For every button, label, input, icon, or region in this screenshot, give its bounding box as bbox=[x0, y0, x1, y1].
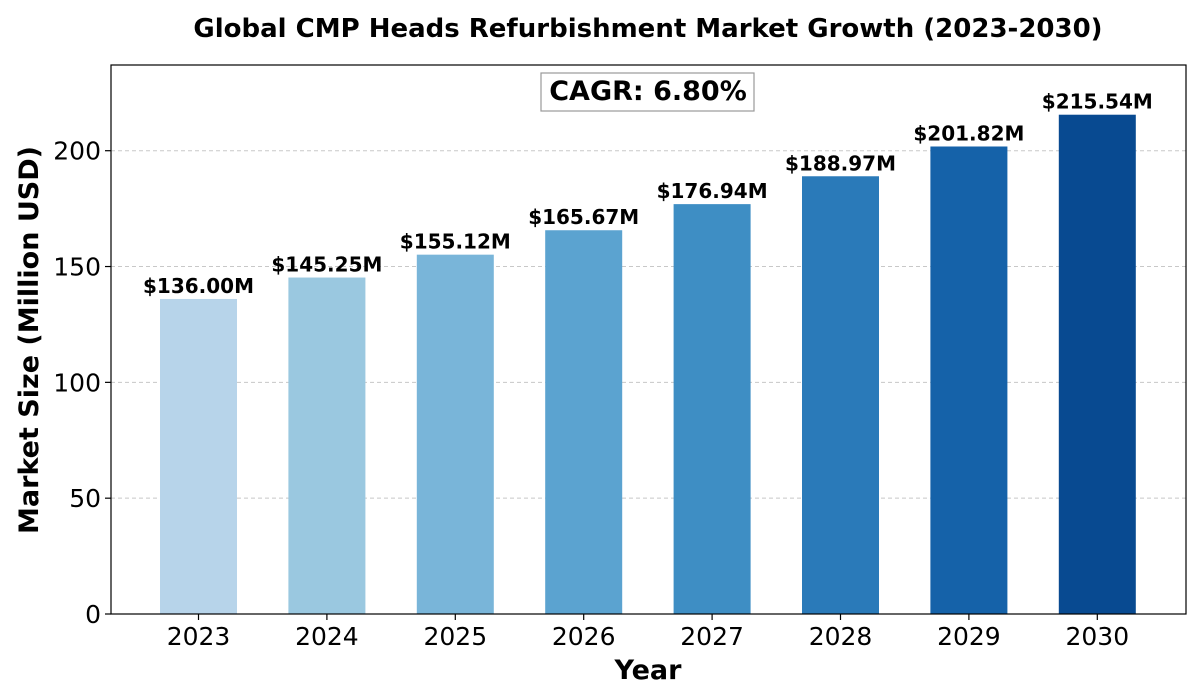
bar-2023 bbox=[160, 298, 237, 614]
x-tick-label: 2025 bbox=[423, 622, 487, 651]
bar-value-label: $136.00M bbox=[143, 274, 254, 298]
cagr-label: CAGR: 6.80% bbox=[549, 76, 747, 107]
y-tick-label: 100 bbox=[53, 368, 101, 397]
bar-value-label: $155.12M bbox=[400, 230, 511, 254]
x-tick-label: 2028 bbox=[809, 622, 873, 651]
x-tick-label: 2026 bbox=[552, 622, 616, 651]
y-tick-label: 200 bbox=[53, 137, 101, 166]
y-tick-label: 150 bbox=[53, 253, 101, 282]
x-tick-label: 2024 bbox=[295, 622, 359, 651]
x-tick-label: 2030 bbox=[1065, 622, 1129, 651]
cagr-annotation: CAGR: 6.80% bbox=[540, 72, 755, 112]
bar-2029 bbox=[930, 146, 1008, 614]
chart-title: Global CMP Heads Refurbishment Market Gr… bbox=[193, 14, 1102, 44]
bar-value-label: $176.94M bbox=[657, 179, 768, 203]
bar-2025 bbox=[416, 254, 494, 614]
bar-value-label: $188.97M bbox=[785, 151, 896, 175]
y-axis: 0 50 100 150 200 bbox=[53, 137, 111, 629]
bar-value-label: $215.54M bbox=[1042, 90, 1153, 114]
plot-area-frame bbox=[110, 64, 1187, 615]
bar-value-label: $201.82M bbox=[913, 121, 1024, 145]
y-tick-label: 0 bbox=[85, 600, 101, 629]
bar-2024 bbox=[288, 277, 366, 614]
x-axis: 2023 2024 2025 2026 2027 2028 2029 2030 bbox=[167, 614, 1129, 651]
bar-2028 bbox=[802, 176, 879, 614]
cagr-box bbox=[540, 72, 755, 112]
bar-value-labels: $136.00M $145.25M $155.12M $165.67M $176.94M… bbox=[143, 90, 1153, 298]
bar-value-label: $165.67M bbox=[528, 205, 639, 229]
x-tick-label: 2023 bbox=[167, 622, 231, 651]
y-tick-label: 50 bbox=[69, 484, 101, 513]
bar-2030 bbox=[1058, 114, 1136, 615]
bar-value-label: $145.25M bbox=[271, 253, 382, 277]
y-axis-label: Market Size (Million USD) bbox=[14, 146, 45, 534]
x-axis-label: Year bbox=[614, 655, 683, 686]
x-tick-label: 2027 bbox=[680, 622, 744, 651]
gridlines bbox=[111, 150, 1186, 499]
bar-2027 bbox=[673, 204, 751, 614]
x-tick-label: 2029 bbox=[937, 622, 1001, 651]
bar-2026 bbox=[545, 230, 623, 614]
bars bbox=[160, 114, 1136, 615]
